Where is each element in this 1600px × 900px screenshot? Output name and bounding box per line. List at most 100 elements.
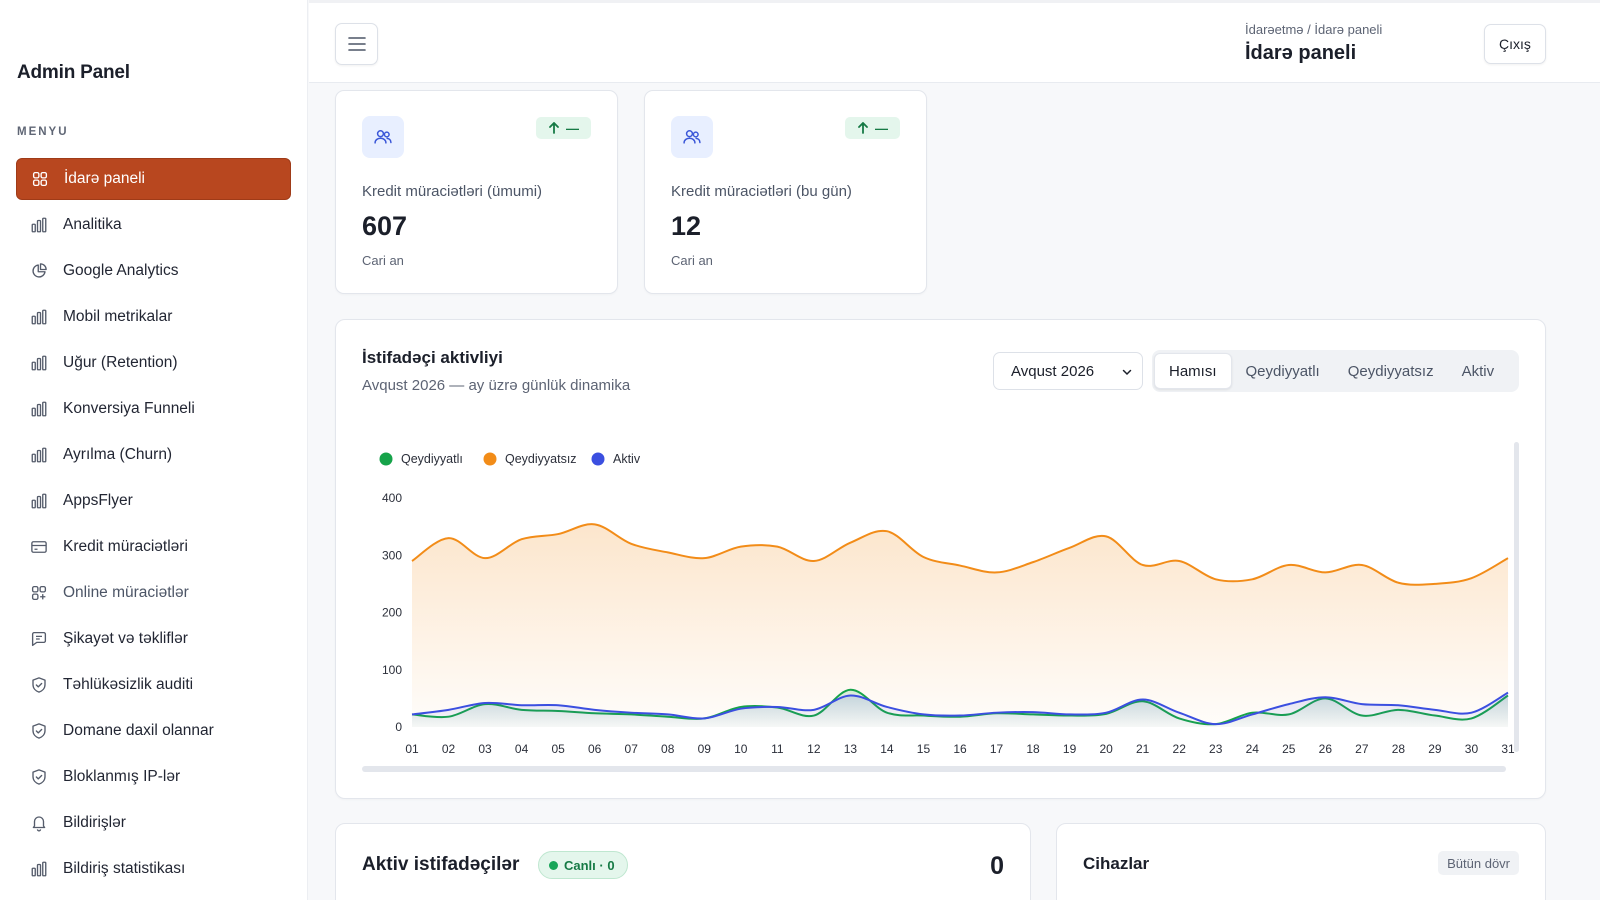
- devices-title: Cihazlar: [1083, 854, 1150, 873]
- series-line-2: [411, 691, 1509, 726]
- chart-vertical-scrollbar[interactable]: [1514, 442, 1519, 752]
- series-filter-tabs: Hamısı Qeydiyyatlı Qeydiyyatsız Aktiv: [1152, 350, 1519, 392]
- active-users-count: 0: [990, 852, 1004, 880]
- sidebar-item-label: Təhlükəsizlik auditi: [63, 676, 194, 693]
- sidebar-item-online-m-raci-tl-r[interactable]: Online müraciətlər: [16, 572, 291, 614]
- stat-subtext: Cari an: [671, 253, 713, 268]
- sidebar-item-label: Şikayət və təkliflər: [63, 630, 188, 647]
- chevron-down-icon: [1122, 369, 1132, 376]
- sidebar-item-u-ur-retention[interactable]: Uğur (Retention): [16, 342, 291, 384]
- x-tick-label: 03: [478, 742, 492, 756]
- page-title: İdarə paneli: [1245, 42, 1357, 64]
- sidebar-nav: İdarə paneli Analitika Google Analytics Mob…: [16, 158, 291, 894]
- tab-active[interactable]: Aktiv: [1461, 362, 1495, 380]
- trend-badge: —: [845, 117, 900, 139]
- breadcrumb: İdarəetmə / İdarə paneli: [1245, 22, 1383, 37]
- sidebar-item-i-dar-paneli[interactable]: İdarə paneli: [16, 158, 291, 200]
- brand-title: Admin Panel: [17, 62, 130, 83]
- menu-toggle-button[interactable]: [335, 23, 378, 65]
- series-line-1: [411, 523, 1509, 586]
- legend-label[interactable]: Qeydiyyatsız: [505, 452, 577, 466]
- activity-subtitle: Avqust 2026 — ay üzrə günlük dinamika: [362, 377, 631, 394]
- bar-chart-icon: [30, 860, 48, 878]
- sidebar-item-ikay-t-v-t-klifl-r[interactable]: Şikayət və təkliflər: [16, 618, 291, 660]
- tab-registered[interactable]: Qeydiyyatlı: [1245, 362, 1320, 380]
- sidebar-item-label: Bloklanmış IP-lər: [63, 768, 181, 785]
- devices-card: Cihazlar Bütün dövr: [1056, 823, 1546, 900]
- x-tick-label: 31: [1501, 742, 1515, 756]
- x-tick-label: 28: [1392, 742, 1406, 756]
- sidebar-item-t-hl-k-sizlik-auditi[interactable]: Təhlükəsizlik auditi: [16, 664, 291, 706]
- x-tick-label: 18: [1026, 742, 1040, 756]
- sidebar-item-domane-daxil-olannar[interactable]: Domane daxil olannar: [16, 710, 291, 752]
- legend-label[interactable]: Aktiv: [613, 452, 641, 466]
- x-tick-label: 09: [698, 742, 712, 756]
- sidebar-item-mobil-metrikalar[interactable]: Mobil metrikalar: [16, 296, 291, 338]
- live-badge: Canlı · 0: [538, 851, 628, 879]
- legend-label[interactable]: Qeydiyyatlı: [401, 452, 463, 466]
- stat-value: 607: [362, 211, 408, 241]
- topbar: İdarəetmə / İdarə paneli İdarə paneli Çı…: [309, 0, 1600, 83]
- logout-button[interactable]: Çıxış: [1484, 24, 1546, 64]
- y-tick-label: 200: [382, 606, 402, 620]
- sidebar-item-google-analytics[interactable]: Google Analytics: [16, 250, 291, 292]
- trend-value: —: [566, 120, 579, 136]
- sidebar-item-ayr-lma-churn[interactable]: Ayrılma (Churn): [16, 434, 291, 476]
- stat-label: Kredit müraciətləri (ümumi): [362, 183, 543, 200]
- sidebar: Admin Panel MENYU İdarə paneli Analitika G…: [0, 0, 308, 900]
- tab-unregistered[interactable]: Qeydiyyatsız: [1347, 362, 1434, 380]
- sidebar-item-label: Bildiriş statistikası: [63, 860, 186, 877]
- x-tick-label: 27: [1355, 742, 1369, 756]
- arrow-up-icon: [549, 122, 559, 134]
- shield-check-icon: [30, 768, 48, 786]
- x-tick-label: 04: [515, 742, 529, 756]
- bar-chart-icon: [30, 446, 48, 464]
- stat-card-today: — Kredit müraciətləri (bu gün) 12 Cari a…: [644, 90, 927, 294]
- bar-chart-icon: [30, 492, 48, 510]
- sidebar-item-label: Bildirişlər: [63, 814, 126, 831]
- x-tick-label: 05: [551, 742, 565, 756]
- shield-check-icon: [30, 722, 48, 740]
- x-tick-label: 14: [880, 742, 894, 756]
- x-tick-label: 16: [953, 742, 967, 756]
- tab-all[interactable]: Hamısı: [1154, 353, 1232, 389]
- legend-dot: [591, 452, 605, 466]
- hamburger-icon: [347, 37, 366, 51]
- active-users-title: Aktiv istifadəçilər: [362, 854, 520, 875]
- live-badge-label: Canlı · 0: [564, 857, 615, 873]
- stat-card-total: — Kredit müraciətləri (ümumi) 607 Cari a…: [335, 90, 618, 294]
- sidebar-item-bloklanm-ip-l-r[interactable]: Bloklanmış IP-lər: [16, 756, 291, 798]
- y-tick-label: 300: [382, 548, 402, 562]
- sidebar-item-bildiri-statistikas[interactable]: Bildiriş statistikası: [16, 848, 291, 890]
- bar-chart-icon: [30, 216, 48, 234]
- sidebar-item-appsflyer[interactable]: AppsFlyer: [16, 480, 291, 522]
- live-dot-icon: [549, 860, 558, 870]
- credit-card-icon: [30, 538, 48, 556]
- x-tick-label: 30: [1465, 742, 1479, 756]
- x-tick-label: 07: [625, 742, 639, 756]
- sidebar-item-analitika[interactable]: Analitika: [16, 204, 291, 246]
- x-tick-label: 12: [807, 742, 821, 756]
- sidebar-item-kredit-m-raci-tl-ri[interactable]: Kredit müraciətləri: [16, 526, 291, 568]
- x-tick-label: 06: [588, 742, 602, 756]
- grid-plus-icon: [30, 584, 48, 602]
- period-badge[interactable]: Bütün dövr: [1438, 851, 1519, 875]
- x-tick-label: 24: [1246, 742, 1260, 756]
- bell-icon: [30, 814, 48, 832]
- stat-subtext: Cari an: [362, 253, 404, 268]
- pie-chart-icon: [30, 262, 48, 280]
- x-tick-label: 23: [1209, 742, 1223, 756]
- sidebar-item-konversiya-funneli[interactable]: Konversiya Funneli: [16, 388, 291, 430]
- x-tick-label: 13: [844, 742, 858, 756]
- stat-label: Kredit müraciətləri (bu gün): [671, 183, 852, 200]
- chart-horizontal-scrollbar[interactable]: [362, 766, 1506, 772]
- series-area-2: [412, 692, 1508, 727]
- sidebar-item-label: Konversiya Funneli: [63, 400, 195, 417]
- sidebar-item-label: Mobil metrikalar: [63, 308, 173, 325]
- user-activity-card: İstifadəçi aktivliyi Avqust 2026 — ay üz…: [335, 319, 1546, 799]
- x-tick-label: 08: [661, 742, 675, 756]
- x-tick-label: 29: [1428, 742, 1442, 756]
- sidebar-item-bildiri-l-r[interactable]: Bildirişlər: [16, 802, 291, 844]
- x-tick-label: 11: [771, 742, 784, 756]
- month-select[interactable]: Avqust 2026: [993, 352, 1143, 390]
